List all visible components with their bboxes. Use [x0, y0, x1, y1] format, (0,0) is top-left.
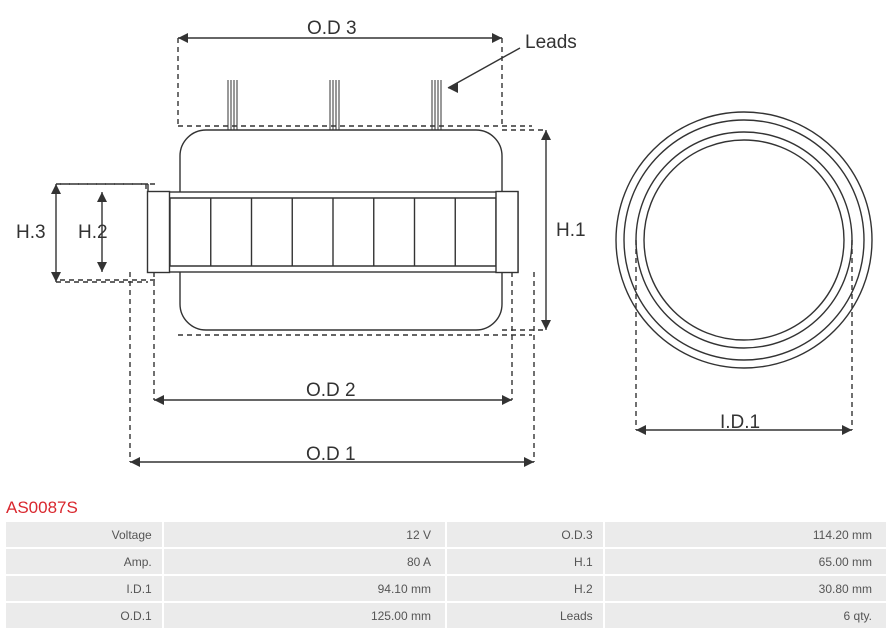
label-h2: H.2: [78, 222, 108, 244]
table-row: Voltage12 VO.D.3114.20 mm: [6, 522, 886, 547]
spec-key: O.D.3: [447, 522, 603, 547]
spec-table: Voltage12 VO.D.3114.20 mmAmp.80 AH.165.0…: [4, 520, 888, 630]
technical-drawing: O.D 3 Leads H.1 H.2 H.3 O.D 2 O.D 1 I.D.…: [0, 0, 892, 500]
label-id1: I.D.1: [720, 412, 760, 434]
spec-val: 125.00 mm: [164, 603, 445, 628]
label-h3: H.3: [16, 222, 46, 244]
label-od1: O.D 1: [306, 444, 356, 466]
spec-val: 94.10 mm: [164, 576, 445, 601]
spec-key: Amp.: [6, 549, 162, 574]
spec-val: 80 A: [164, 549, 445, 574]
label-od2: O.D 2: [306, 380, 356, 402]
spec-key: I.D.1: [6, 576, 162, 601]
spec-val: 114.20 mm: [605, 522, 886, 547]
spec-val: 65.00 mm: [605, 549, 886, 574]
label-leads: Leads: [525, 32, 577, 54]
spec-key: H.1: [447, 549, 603, 574]
spec-key: O.D.1: [6, 603, 162, 628]
label-h1: H.1: [556, 220, 586, 242]
spec-key: Voltage: [6, 522, 162, 547]
part-number: AS0087S: [6, 498, 78, 518]
spec-val: 12 V: [164, 522, 445, 547]
spec-key: H.2: [447, 576, 603, 601]
spec-val: 30.80 mm: [605, 576, 886, 601]
spec-val: 6 qty.: [605, 603, 886, 628]
table-row: I.D.194.10 mmH.230.80 mm: [6, 576, 886, 601]
table-row: Amp.80 AH.165.00 mm: [6, 549, 886, 574]
spec-key: Leads: [447, 603, 603, 628]
table-row: O.D.1125.00 mmLeads6 qty.: [6, 603, 886, 628]
label-od3: O.D 3: [307, 18, 357, 40]
